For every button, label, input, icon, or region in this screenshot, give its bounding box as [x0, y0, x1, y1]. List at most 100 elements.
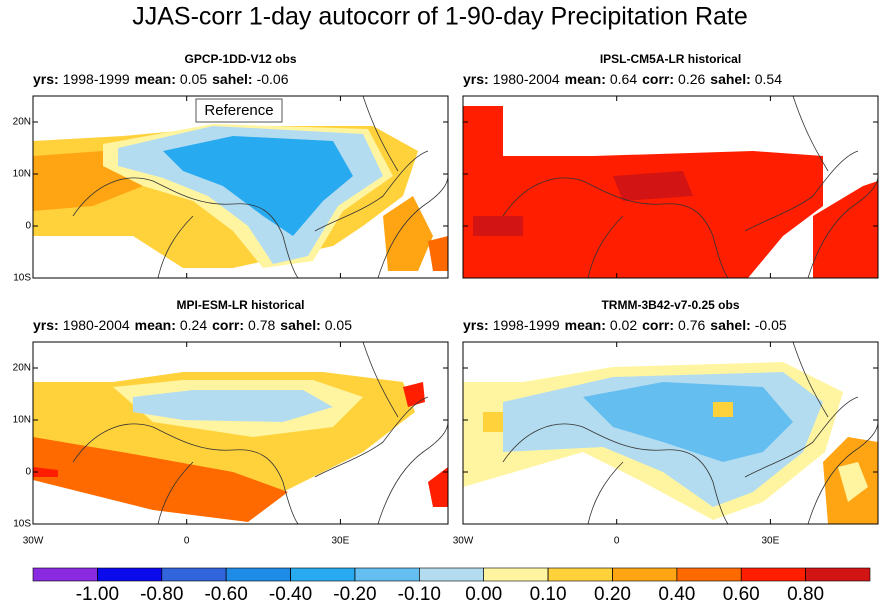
- panel-frame: [462, 95, 879, 279]
- field-region: [838, 462, 868, 502]
- field-region: [428, 236, 448, 271]
- field-region: [428, 467, 448, 507]
- panel-title: MPI-ESM-LR historical: [176, 298, 304, 312]
- stat-value: 0.05: [325, 317, 352, 333]
- y-tick-label: 10N: [13, 169, 31, 180]
- field-region: [163, 136, 353, 236]
- stat-value: 1998-1999: [63, 71, 130, 87]
- colorbar-bin: [419, 567, 484, 582]
- panel-title: IPSL-CM5A-LR historical: [600, 52, 741, 66]
- y-tick-label: 10S: [13, 273, 31, 284]
- panel-frame: [462, 341, 879, 525]
- colorbar-bin: [97, 567, 163, 582]
- y-tick-label: 10N: [13, 415, 31, 426]
- annotation-box: [195, 98, 283, 123]
- stat-label: yrs:: [33, 71, 59, 87]
- map-panel: 10S 0 10N 20N 30W 0 30E: [13, 341, 449, 547]
- stat-label: yrs:: [463, 317, 489, 333]
- stat-value: 0.24: [180, 317, 207, 333]
- stat-value: 0.26: [678, 71, 705, 87]
- colorbar-label: -0.20: [333, 584, 376, 603]
- stat-label: mean:: [565, 317, 606, 333]
- colorbar-bin: [290, 567, 356, 582]
- colorbar-label: 0.20: [594, 584, 631, 603]
- field-region: [813, 181, 878, 278]
- stat-label: sahel:: [212, 71, 252, 87]
- field: [33, 342, 448, 524]
- field: [33, 96, 448, 278]
- colorbar-label: 0.80: [787, 584, 824, 603]
- stat-value: 0.02: [610, 317, 637, 333]
- field-region: [613, 171, 693, 201]
- stat-label: corr:: [642, 71, 674, 87]
- stat-value: 1998-1999: [493, 317, 560, 333]
- map-panel: 10S 0 10N 20N Reference: [13, 95, 449, 284]
- colorbar-label: -0.10: [398, 584, 441, 603]
- panel-frame: [32, 95, 449, 279]
- figure-title: JJAS-corr 1-day autocorr of 1-90-day Pre…: [132, 3, 748, 31]
- field: [463, 342, 878, 524]
- field-region: [583, 382, 793, 462]
- panel-stats: yrs: 1980-2004 mean: 0.64 corr: 0.26 sahel: 0.5…: [463, 71, 782, 87]
- colorbar-bin: [805, 567, 871, 582]
- colorbar-bin: [612, 567, 678, 582]
- colorbar-bin: [161, 567, 227, 582]
- y-tick-label: 20N: [13, 363, 31, 374]
- colorbar-bin: [483, 567, 549, 582]
- stat-value: -0.06: [257, 71, 289, 87]
- colorbar-bin: [547, 567, 613, 582]
- stat-value: 0.54: [755, 71, 782, 87]
- coastline: [502, 342, 878, 524]
- stat-label: yrs:: [33, 317, 59, 333]
- field-region: [383, 196, 433, 271]
- field-region: [713, 402, 733, 417]
- map-panel: 30W 0 30E: [453, 341, 879, 547]
- stat-value: 0.78: [248, 317, 275, 333]
- colorbar-label: -1.00: [76, 584, 119, 603]
- y-tick-label: 0: [25, 221, 31, 232]
- colorbar-label: 0.00: [465, 584, 502, 603]
- colorbar-label: -0.80: [140, 584, 183, 603]
- coastline: [72, 342, 448, 524]
- colorbar-bin: [676, 567, 742, 582]
- x-tick-label: 30E: [762, 536, 780, 547]
- field-region: [133, 390, 333, 422]
- colorbar-bin: [32, 567, 98, 582]
- x-tick-label: 30W: [453, 536, 474, 547]
- panel-title: TRMM-3B42-v7-0.25 obs: [601, 298, 739, 312]
- stat-label: corr:: [642, 317, 674, 333]
- field-region: [33, 437, 288, 522]
- panel-title: GPCP-1DD-V12 obs: [184, 52, 296, 66]
- colorbar-bin: [740, 567, 806, 582]
- coastline: [502, 96, 878, 278]
- annotation: Reference: [204, 102, 273, 119]
- field-region: [33, 467, 58, 477]
- stat-label: sahel:: [710, 317, 750, 333]
- stat-value: 0.64: [610, 71, 637, 87]
- field-region: [403, 382, 425, 407]
- field: [463, 96, 878, 278]
- x-tick-label: 30W: [23, 536, 44, 547]
- x-tick-label: 0: [184, 536, 190, 547]
- field-region: [473, 216, 523, 236]
- coastline: [72, 96, 448, 278]
- panel-stats: yrs: 1980-2004 mean: 0.24 corr: 0.78 sahel: 0.0…: [33, 317, 352, 333]
- stat-value: 1980-2004: [63, 317, 130, 333]
- y-tick-label: 10S: [13, 519, 31, 530]
- stat-value: 0.76: [678, 317, 705, 333]
- colorbar-label: 0.60: [723, 584, 760, 603]
- panel-stats: yrs: 1998-1999 mean: 0.05 sahel: -0.06: [33, 71, 289, 87]
- stat-value: -0.05: [755, 317, 787, 333]
- stat-label: mean:: [135, 71, 176, 87]
- y-tick-label: 20N: [13, 117, 31, 128]
- field-region: [483, 412, 503, 432]
- colorbar-label: -0.40: [269, 584, 312, 603]
- map-panel: [462, 95, 879, 279]
- stat-label: sahel:: [280, 317, 320, 333]
- stat-label: corr:: [212, 317, 244, 333]
- stat-value: 1980-2004: [493, 71, 560, 87]
- x-tick-label: 30E: [332, 536, 350, 547]
- stat-value: 0.05: [180, 71, 207, 87]
- stat-label: mean:: [135, 317, 176, 333]
